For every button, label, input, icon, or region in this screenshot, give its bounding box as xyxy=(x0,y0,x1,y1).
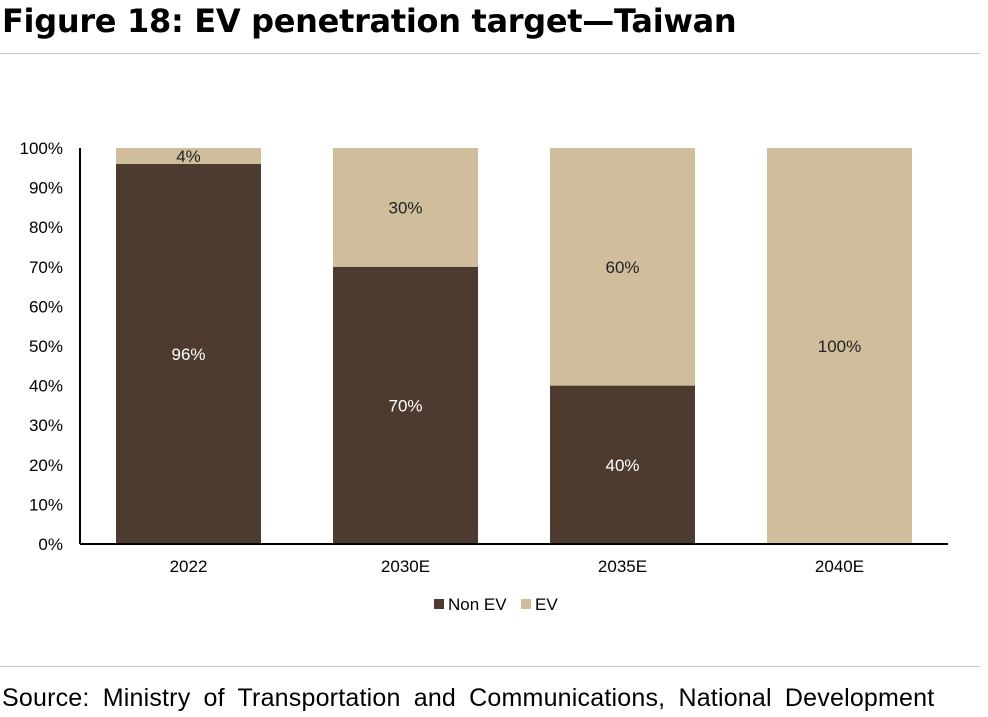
legend-label: Non EV xyxy=(448,595,507,614)
data-label: 40% xyxy=(605,456,639,475)
y-tick-label: 80% xyxy=(29,218,63,237)
bar-segment xyxy=(550,385,695,544)
legend-label: EV xyxy=(535,595,558,614)
x-tick-label: 2030E xyxy=(381,557,430,576)
bar-segment xyxy=(116,163,261,544)
y-tick-label: 90% xyxy=(29,179,63,198)
data-label: 70% xyxy=(388,396,422,415)
data-label: 100% xyxy=(818,337,861,356)
y-tick-label: 60% xyxy=(29,297,63,316)
x-tick-label: 2035E xyxy=(598,557,647,576)
bar-segment xyxy=(333,148,478,267)
x-tick-label: 2040E xyxy=(815,557,864,576)
source-divider xyxy=(0,666,980,667)
source-note: Source: Ministry of Transportation and C… xyxy=(2,684,935,712)
data-label: 30% xyxy=(388,198,422,217)
legend-swatch xyxy=(521,599,531,609)
bar-segment xyxy=(333,266,478,544)
y-tick-label: 40% xyxy=(29,377,63,396)
y-tick-label: 50% xyxy=(29,337,63,356)
y-tick-label: 20% xyxy=(29,456,63,475)
y-tick-label: 100% xyxy=(20,139,63,158)
x-tick-label: 2022 xyxy=(170,557,208,576)
bar-segment xyxy=(550,148,695,386)
data-label: 60% xyxy=(605,258,639,277)
y-tick-label: 0% xyxy=(38,535,63,554)
data-label: 96% xyxy=(171,345,205,364)
data-label: 4% xyxy=(176,147,201,166)
y-tick-label: 10% xyxy=(29,495,63,514)
bar-segment xyxy=(116,148,261,164)
y-tick-label: 70% xyxy=(29,258,63,277)
stacked-bar-chart: 0% 10% 20% 30% 40% 50% 60% 70% 80% 90% 100% 96% 4% 20… xyxy=(20,139,948,614)
legend-swatch xyxy=(434,599,444,609)
bar-segment xyxy=(767,148,912,544)
y-tick-label: 30% xyxy=(29,416,63,435)
title-divider xyxy=(0,53,980,54)
figure-title: Figure 18: EV penetration target—Taiwan xyxy=(2,2,737,40)
